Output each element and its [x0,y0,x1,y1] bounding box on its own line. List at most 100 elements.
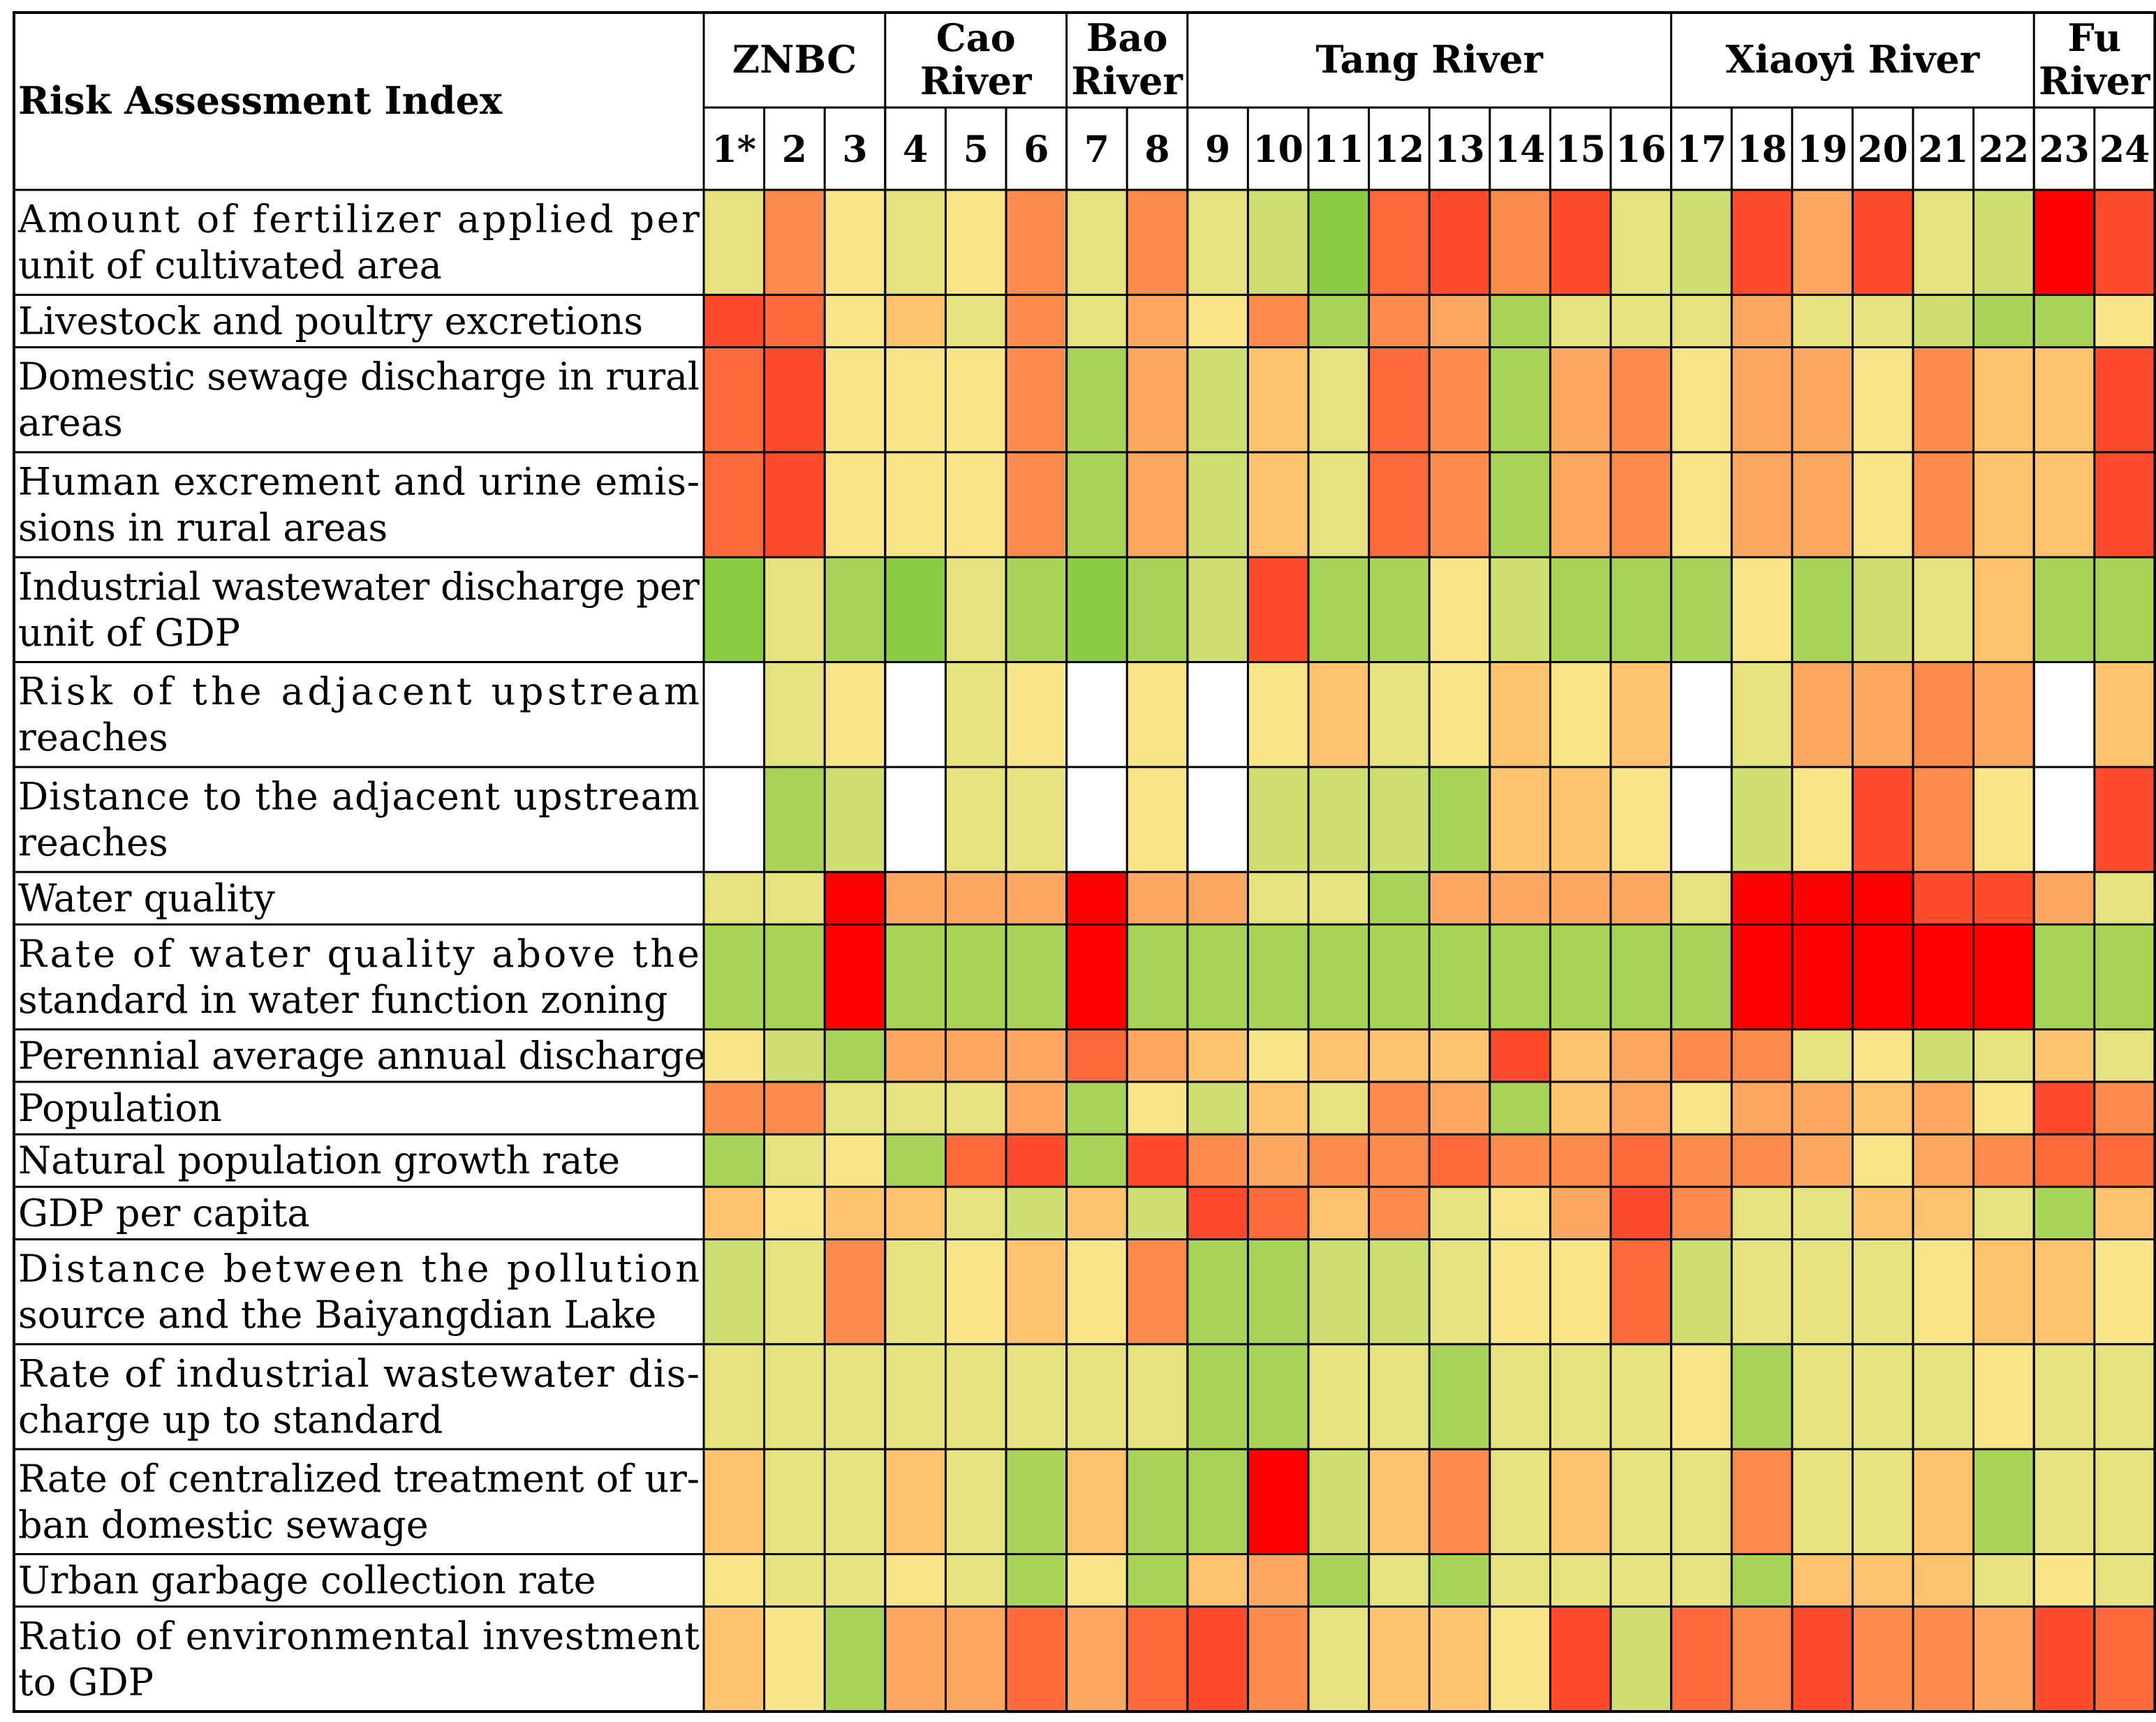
heatmap-cell [1308,1239,1369,1344]
heatmap-cell [1248,1239,1308,1344]
heatmap-cell [1368,1134,1430,1187]
heatmap-cell [1248,1081,1308,1135]
heatmap-cell [1852,1029,1913,1082]
heatmap-cell [1368,1554,1430,1607]
heatmap-cell [1127,452,1188,558]
heatmap-cell [1248,662,1308,767]
heatmap-cell [1006,872,1067,925]
heatmap-cell [1429,1134,1490,1187]
heatmap-cell [1066,1081,1128,1135]
heatmap-cell [1187,1134,1248,1187]
heatmap-cell [1852,557,1913,662]
heatmap-cell [1127,1449,1188,1554]
heatmap-cell [1792,872,1853,925]
heatmap-cell [1671,295,1732,348]
heatmap-cell [1308,1449,1369,1554]
heatmap-cell [2094,872,2155,925]
heatmap-cell [1066,1606,1128,1712]
heatmap-cell [1852,766,1913,873]
heatmap-cell [1066,1554,1128,1607]
heatmap-cell [1852,1554,1913,1607]
row-label-line: sions in rural areas [18,506,387,550]
heatmap-cell [885,662,946,767]
row-label-line: reaches [18,715,168,759]
heatmap-cell [1732,872,1792,925]
heatmap-cell [1187,1081,1248,1135]
heatmap-cell [1973,347,2035,452]
heatmap-cell [1489,295,1551,348]
row-label-line: Water quality [18,876,275,920]
heatmap-cell [2094,1134,2155,1187]
row-label-line: Natural population growth rate [18,1138,620,1182]
row-label-line: standard in water function zoning [18,978,668,1022]
heatmap-cell [1913,766,1974,873]
heatmap-cell [1429,1344,1490,1450]
heatmap-cell [1732,1187,1792,1240]
heatmap-cell [1368,924,1430,1030]
heatmap-cell [945,1606,1006,1712]
heatmap-cell [1127,1134,1188,1187]
heatmap-cell [1611,1606,1671,1712]
heatmap-cell [2034,1029,2095,1082]
heatmap-cell [704,1449,765,1554]
heatmap-cell [1792,662,1853,767]
heatmap-cell [764,190,825,295]
heatmap-cell [1308,347,1369,452]
heatmap-cell [1006,1449,1067,1554]
heatmap-cell [1792,452,1853,558]
heatmap-cell [1368,872,1430,925]
heatmap-cell [704,766,765,873]
heatmap-cell [945,452,1006,558]
heatmap-cell [1308,1554,1369,1607]
heatmap-cell [1187,1554,1248,1607]
heatmap-cell [1913,872,1974,925]
heatmap-cell [704,1029,765,1082]
heatmap-cell [1006,1029,1067,1082]
heatmap-cell [1248,1554,1308,1607]
heatmap-cell [1611,1554,1671,1607]
group-header-label: Tang River [1315,37,1543,82]
heatmap-cell [1852,1187,1913,1240]
heatmap-cell [1489,452,1551,558]
heatmap-cell [1973,662,2035,767]
heatmap-cell [1127,1081,1188,1135]
heatmap-cell [1671,452,1732,558]
heatmap-cell [1671,924,1732,1030]
heatmap-cell [2094,1081,2155,1135]
heatmap-cell [1368,347,1430,452]
row-label-line: Livestock and poultry excretions [18,299,643,343]
heatmap-cell [2094,1449,2155,1554]
heatmap-cell [1671,1239,1732,1344]
heatmap-cell [1973,1239,2035,1344]
heatmap-cell [1792,557,1853,662]
heatmap-cell [764,295,825,348]
heatmap-cell [1248,1606,1308,1712]
row-label-line: to GDP [18,1660,154,1704]
heatmap-cell [1489,557,1551,662]
heatmap-cell [2034,1344,2095,1450]
heatmap-cell [1429,452,1490,558]
row-label-line: Rate of industrial wastewater dis- [18,1351,700,1395]
heatmap-cell [1006,766,1067,873]
heatmap-cell [704,347,765,452]
heatmap-cell [1187,1029,1248,1082]
heatmap-cell [2034,295,2095,348]
heatmap-cell [764,452,825,558]
heatmap-cell [764,872,825,925]
heatmap-cell [945,766,1006,873]
heatmap-cell [764,1029,825,1082]
heatmap-cell [1671,662,1732,767]
heatmap-cell [1550,1029,1611,1082]
heatmap-cell [2094,1239,2155,1344]
heatmap-cell [1732,766,1792,873]
heatmap-cell [1248,924,1308,1030]
heatmap-cell [1489,766,1551,873]
heatmap-cell [704,1606,765,1712]
heatmap-cell [1913,1606,1974,1712]
heatmap-cell [1006,1344,1067,1450]
heatmap-cell [704,924,765,1030]
heatmap-cell [1973,1344,2035,1450]
heatmap-cell [1852,347,1913,452]
heatmap-cell [1308,1344,1369,1450]
heatmap-cell [945,1081,1006,1135]
